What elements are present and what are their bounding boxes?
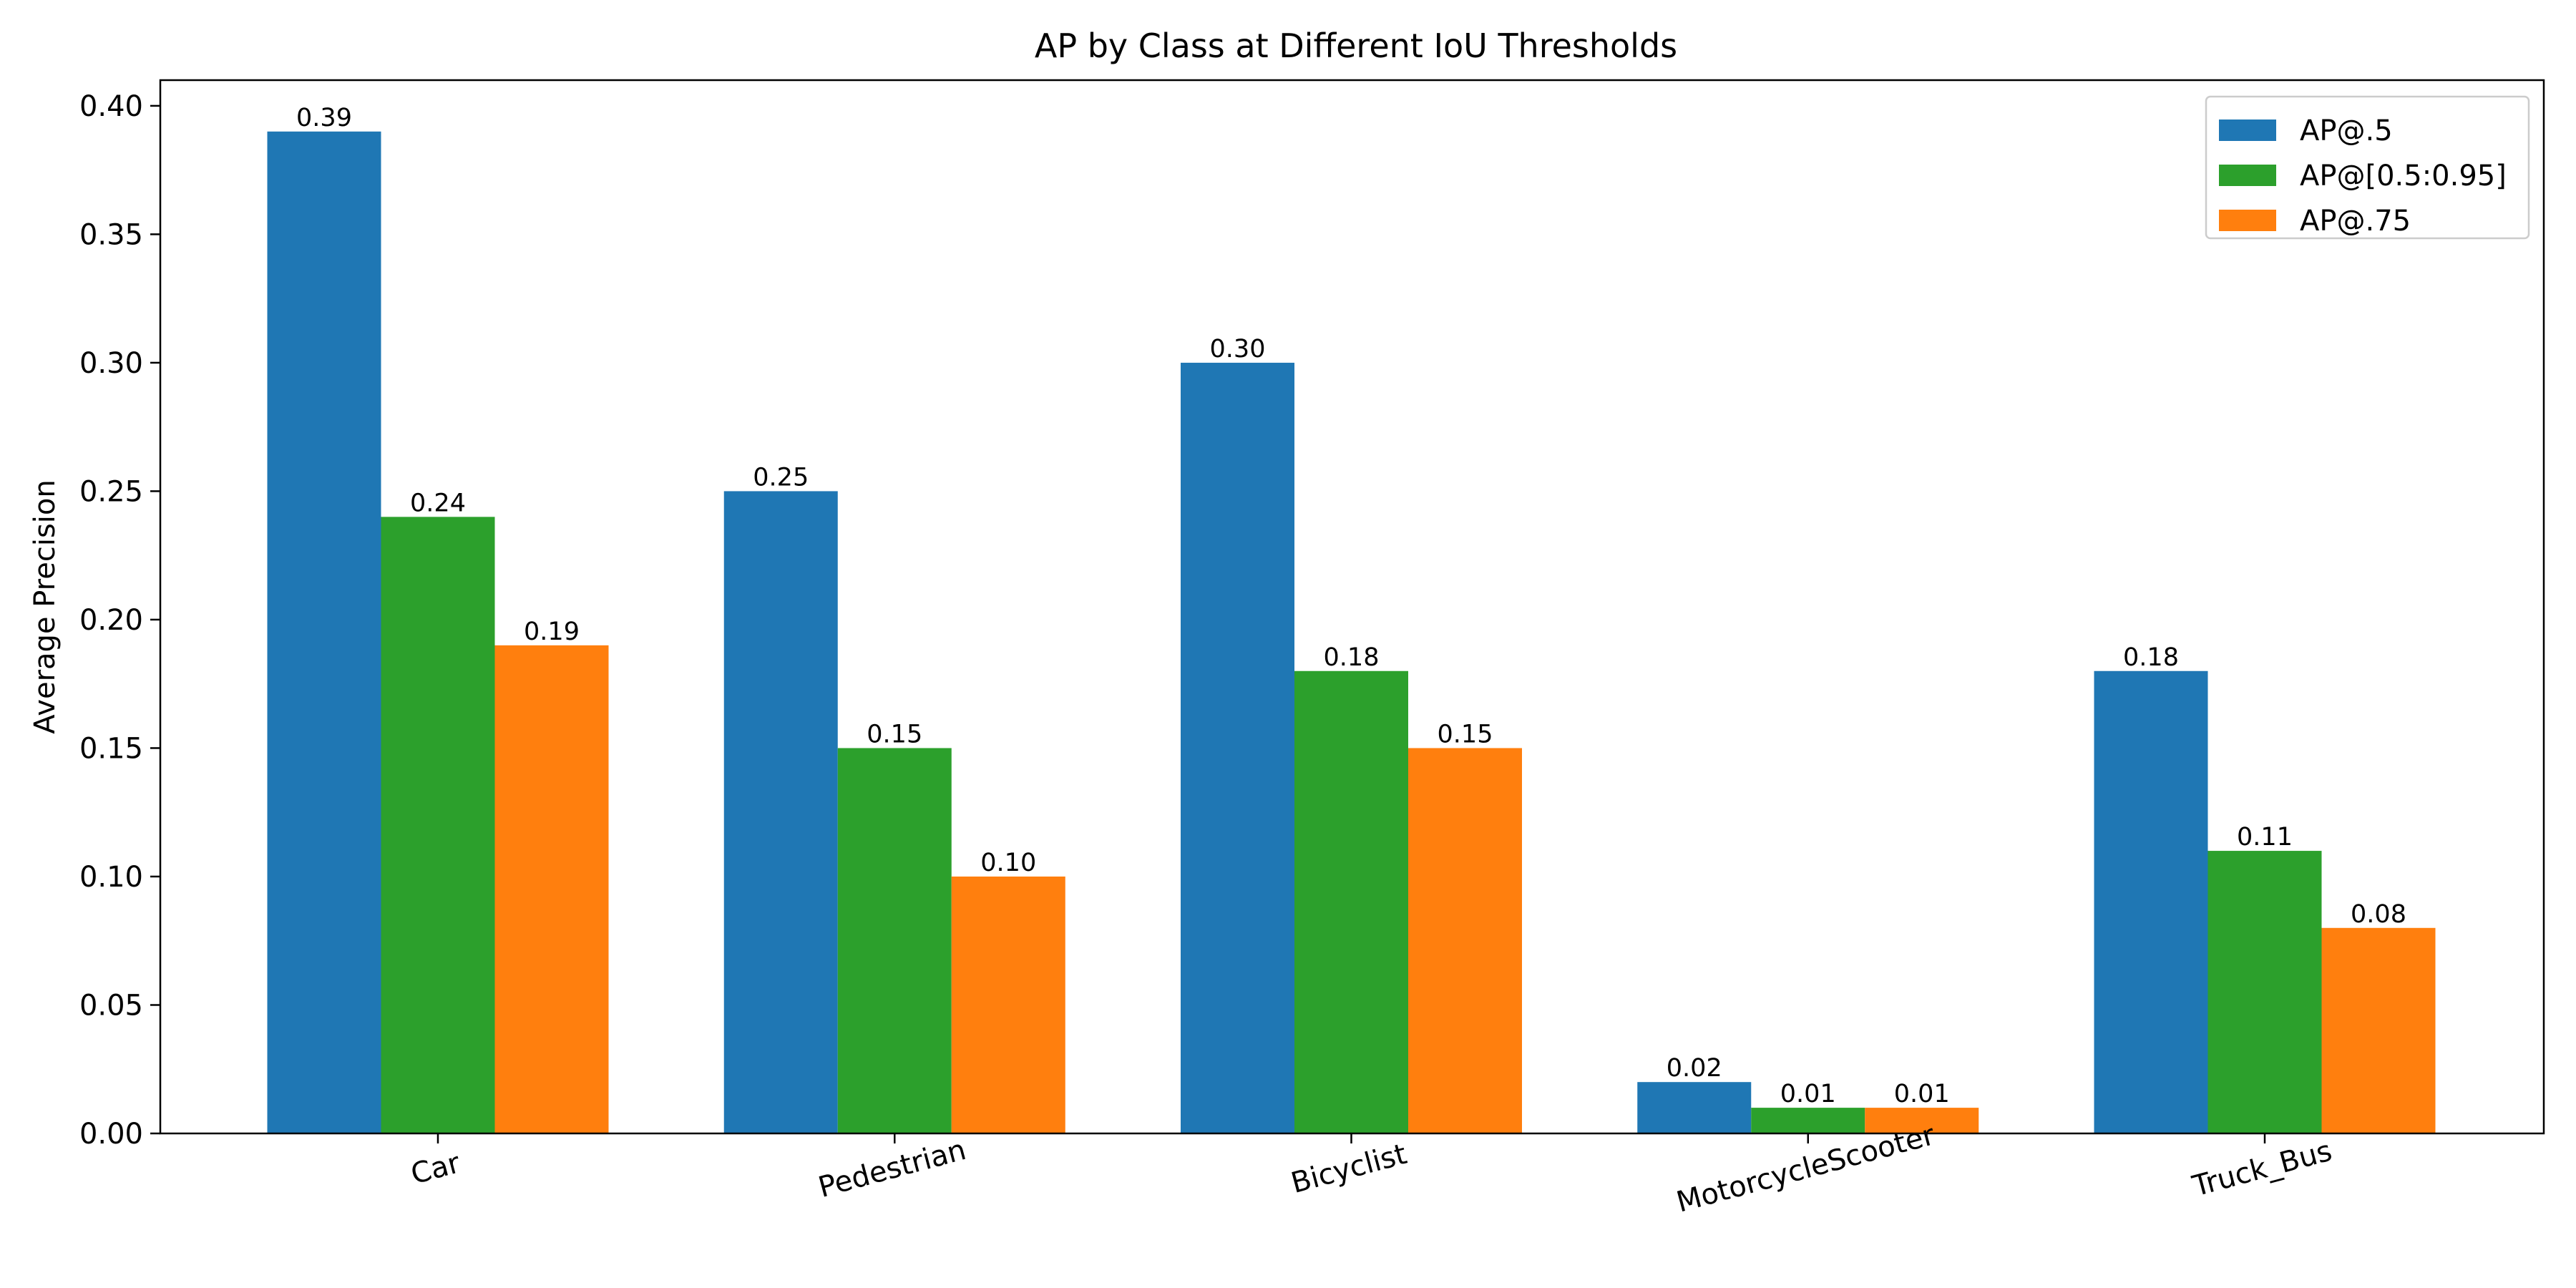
bar-value-label: 0.10 xyxy=(980,849,1036,877)
legend-label: AP@.5 xyxy=(2300,114,2393,147)
y-tick-label: 0.05 xyxy=(79,989,143,1022)
bar-value-label: 0.08 xyxy=(2351,900,2406,929)
bar-car-series-0 xyxy=(267,131,381,1133)
legend: AP@.5 AP@[0.5:0.95] AP@.75 xyxy=(2205,95,2530,240)
y-axis-ticks: 0.00 0.05 0.10 0.15 0.20 0.25 0.30 0.35 0.40 xyxy=(79,90,160,1151)
bar-value-label: 0.25 xyxy=(753,463,809,492)
legend-box xyxy=(2205,95,2530,240)
bar-value-label: 0.30 xyxy=(1210,335,1266,364)
bar-pedestrian-series-2 xyxy=(951,876,1065,1133)
bar-value-label: 0.15 xyxy=(867,720,922,748)
bar-pedestrian-series-1 xyxy=(837,748,952,1133)
legend-label: AP@[0.5:0.95] xyxy=(2300,160,2507,192)
y-tick-label: 0.20 xyxy=(79,604,143,637)
legend-label: AP@.75 xyxy=(2300,205,2411,238)
bar-value-label: 0.15 xyxy=(1438,720,1493,748)
bar-value-label: 0.39 xyxy=(296,104,352,132)
bar-bicyclist-series-0 xyxy=(1181,362,1294,1134)
bar-bicyclist-series-2 xyxy=(1408,748,1522,1133)
y-tick-label: 0.10 xyxy=(79,861,143,894)
bar-bicyclist-series-1 xyxy=(1294,670,1408,1133)
bar-value-label: 0.02 xyxy=(1667,1054,1722,1083)
bar-car-series-2 xyxy=(494,645,609,1133)
bar-labels-group: 0.39 0.24 0.19 0.25 0.15 0.10 0.30 0.18 0.15 0.02… xyxy=(296,104,2406,1108)
y-tick-label: 0.40 xyxy=(79,90,143,123)
y-tick-label: 0.15 xyxy=(79,732,143,765)
legend-swatch xyxy=(2219,165,2276,186)
plot-frame xyxy=(159,79,2545,1135)
bar-value-label: 0.24 xyxy=(410,489,466,517)
bar-value-label: 0.11 xyxy=(2237,823,2293,852)
y-tick-label: 0.00 xyxy=(79,1118,143,1151)
bar-truck-bus-series-2 xyxy=(2321,927,2436,1133)
bar-truck-bus-series-1 xyxy=(2207,851,2322,1133)
legend-swatch xyxy=(2219,119,2276,141)
y-tick-label: 0.35 xyxy=(79,218,143,251)
bar-truck-bus-series-0 xyxy=(2094,670,2208,1133)
y-tick-label: 0.30 xyxy=(79,347,143,380)
bar-value-label: 0.19 xyxy=(524,618,580,646)
y-tick-label: 0.25 xyxy=(79,475,143,508)
y-axis-label: Average Precision xyxy=(29,479,62,733)
bars-group xyxy=(267,131,2436,1134)
bar-value-label: 0.18 xyxy=(1324,643,1380,672)
bar-value-label: 0.01 xyxy=(1780,1080,1836,1108)
bar-value-label: 0.18 xyxy=(2123,643,2179,672)
bar-motorcyclescooter-series-0 xyxy=(1637,1082,1752,1133)
bar-car-series-1 xyxy=(381,517,495,1133)
bar-pedestrian-series-0 xyxy=(723,491,838,1133)
chart-title: AP by Class at Different IoU Thresholds xyxy=(1035,26,1677,65)
bar-motorcyclescooter-series-1 xyxy=(1751,1108,1865,1133)
bar-value-label: 0.01 xyxy=(1894,1080,1950,1108)
bar-motorcyclescooter-series-2 xyxy=(1865,1108,1979,1133)
legend-swatch xyxy=(2219,210,2276,231)
